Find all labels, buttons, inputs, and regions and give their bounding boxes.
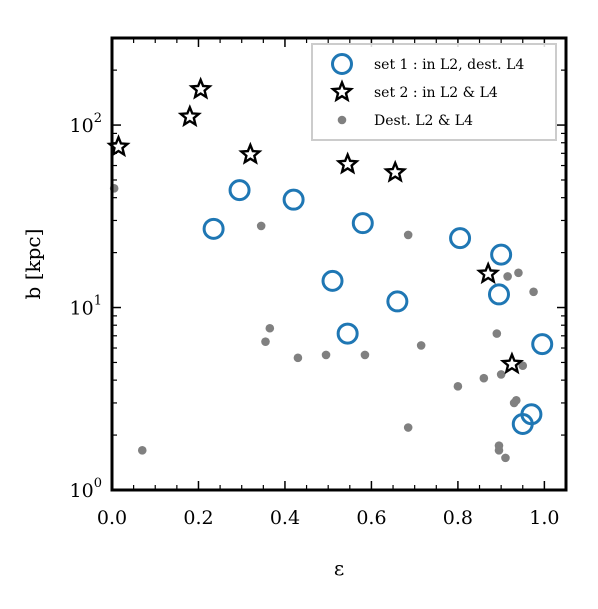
legend-marker	[331, 53, 353, 75]
data-point	[496, 370, 506, 379]
data-point	[386, 290, 409, 313]
data-point	[479, 373, 489, 383]
y-tick-label: 100	[70, 476, 102, 502]
data-point	[453, 382, 463, 391]
data-point	[188, 76, 213, 100]
data-point	[261, 337, 270, 346]
data-point	[520, 403, 543, 426]
data-point	[321, 269, 344, 292]
data-point	[514, 268, 523, 278]
x-tick-label: 0.4	[270, 507, 300, 529]
data-point	[476, 261, 501, 285]
data-point	[282, 188, 305, 211]
data-point	[202, 217, 225, 240]
legend-label: set 1 : in L2, dest. L4	[374, 57, 524, 73]
data-point	[335, 151, 360, 175]
x-axis-label: ε	[334, 556, 344, 580]
series-1	[202, 179, 554, 435]
tick-labels: 0.0 0.2 0.4 0.6 0.8 1.0 100 101 102	[70, 111, 560, 529]
data-point	[449, 227, 472, 250]
data-point	[403, 230, 413, 240]
data-point	[351, 212, 374, 235]
data-point	[531, 333, 554, 356]
y-tick-label: 102	[70, 111, 102, 137]
legend-marker	[329, 79, 355, 103]
x-tick-label: 0.8	[443, 507, 473, 529]
legend-label: set 2 : in L2 & L4	[374, 85, 498, 101]
data-point	[256, 221, 266, 231]
data-point	[416, 341, 426, 350]
data-point	[403, 423, 413, 432]
x-tick-label: 0.2	[183, 507, 213, 529]
x-tick-label: 0.6	[356, 507, 386, 529]
series-2	[106, 76, 525, 375]
data-point	[487, 283, 510, 306]
legend: set 1 : in L2, dest. L4 set 2 : in L2 & L…	[311, 43, 557, 141]
legend-marker	[337, 115, 347, 125]
y-axis-label: b [kpc]	[21, 229, 45, 300]
x-tick-label: 0.0	[97, 507, 127, 529]
data-point	[499, 351, 525, 375]
data-point	[383, 159, 408, 183]
data-point	[360, 350, 370, 360]
legend-box	[311, 43, 557, 141]
data-point	[228, 179, 251, 202]
data-point	[490, 243, 513, 266]
data-point	[238, 141, 263, 165]
series-3	[109, 184, 538, 463]
data-point	[336, 322, 359, 345]
data-point	[511, 396, 521, 405]
data-point	[529, 287, 538, 297]
data-point	[503, 272, 512, 281]
data-point	[137, 446, 147, 455]
y-tick-label: 101	[70, 294, 102, 320]
legend-label: Dest. L2 & L4	[374, 113, 473, 129]
data-point	[518, 361, 528, 370]
data-point	[265, 323, 275, 333]
data-point	[492, 329, 502, 338]
plot-frame	[110, 36, 568, 492]
data-point	[501, 453, 510, 463]
data-points	[106, 76, 554, 463]
x-tick-label: 1.0	[529, 507, 559, 529]
data-point	[293, 353, 303, 363]
data-point	[321, 350, 331, 360]
data-point	[177, 104, 202, 128]
data-point	[494, 441, 504, 450]
